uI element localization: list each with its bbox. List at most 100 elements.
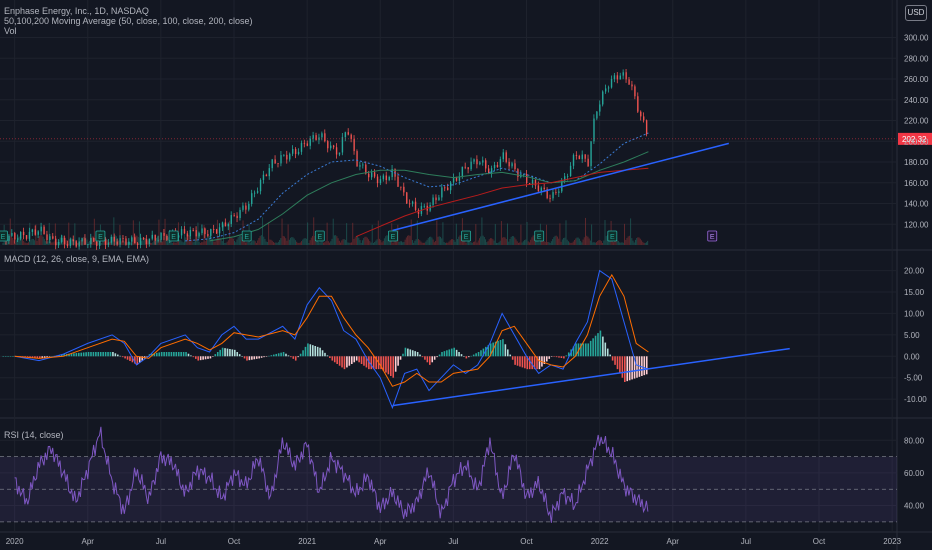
macd-histogram-bar	[509, 354, 512, 357]
price-panel[interactable]: 202.32 E E E E E E E E E E	[0, 69, 932, 250]
volume-bar	[42, 236, 44, 245]
macd-trendline[interactable]	[392, 347, 790, 407]
volume-bar	[302, 239, 304, 245]
currency-button[interactable]: USD	[905, 5, 927, 21]
volume-bar	[544, 242, 546, 245]
candle-body	[233, 215, 235, 216]
volume-bar	[570, 242, 572, 245]
macd-histogram-bar	[546, 356, 548, 362]
macd-histogram-bar	[36, 356, 39, 359]
earnings-marker[interactable]	[707, 230, 718, 242]
macd-histogram-bar	[285, 353, 287, 357]
volume-bar	[358, 237, 360, 245]
volume-bar	[411, 240, 413, 245]
candle-body	[55, 238, 57, 246]
price-trendline[interactable]	[392, 142, 730, 232]
volume-bar	[30, 239, 32, 245]
volume-bar	[444, 242, 446, 245]
volume-bar	[361, 240, 363, 245]
macd-histogram-bar	[90, 352, 92, 357]
volume-bar	[357, 236, 359, 245]
macd-title[interactable]: MACD (12, 26, close, 9, EMA, EMA)	[4, 254, 150, 264]
volume-bar	[486, 242, 488, 245]
volume-bar	[482, 235, 484, 245]
y-tick-label: 0.00	[904, 352, 920, 361]
volume-bar	[149, 242, 151, 245]
candle-body	[142, 237, 145, 240]
volume-bar	[291, 237, 293, 245]
candle-body	[581, 154, 583, 160]
volume-bar	[18, 236, 20, 245]
volume-bar	[546, 224, 547, 245]
volume-bar	[145, 238, 147, 245]
rsi-title[interactable]: RSI (14, close)	[4, 430, 64, 440]
candle-body	[277, 163, 279, 165]
candle-body	[452, 177, 455, 183]
ma-legend[interactable]: 50,100,200 Moving Average (50, close, 10…	[4, 16, 253, 26]
volume-bar	[238, 235, 240, 245]
macd-histogram-bar	[51, 356, 53, 357]
earnings-marker[interactable]	[314, 230, 325, 242]
macd-histogram-bar	[399, 356, 402, 360]
volume-bar	[121, 240, 123, 245]
x-tick-label: Apr	[82, 537, 95, 546]
macd-histogram-bar	[304, 346, 307, 357]
macd-histogram-bar	[397, 356, 399, 366]
volume-bar	[569, 242, 571, 245]
volume-bar	[343, 239, 345, 245]
volume-bar	[465, 242, 467, 245]
moving-average-line	[209, 151, 649, 242]
candle-body	[145, 239, 148, 245]
vol-legend[interactable]: Vol	[4, 26, 17, 36]
earnings-marker[interactable]	[461, 230, 471, 242]
volume-bar	[614, 240, 616, 245]
macd-histogram-bar	[429, 356, 431, 365]
macd-histogram-bar	[387, 356, 390, 375]
x-tick-label: Jul	[741, 537, 751, 546]
volume-bar	[115, 236, 117, 245]
rsi-panel[interactable]	[0, 426, 897, 523]
macd-histogram-bar	[455, 349, 458, 357]
candle-body	[236, 215, 238, 219]
earnings-marker[interactable]	[95, 230, 106, 242]
volume-bar	[429, 236, 430, 245]
earnings-marker[interactable]	[168, 230, 179, 242]
candle-body	[201, 228, 203, 234]
volume-bar	[258, 238, 260, 245]
volume-bar	[564, 237, 566, 245]
volume-bar	[604, 220, 606, 245]
candle-body	[444, 187, 446, 189]
volume-bar	[509, 238, 511, 245]
volume-bar	[285, 238, 287, 245]
candle-body	[487, 168, 490, 175]
volume-bar	[525, 239, 527, 245]
volume-bar	[191, 239, 193, 245]
earnings-marker[interactable]	[534, 230, 545, 242]
volume-bar	[15, 240, 17, 245]
macd-histogram-bar	[370, 356, 373, 370]
earnings-marker[interactable]	[388, 230, 398, 242]
symbol-title[interactable]: Enphase Energy, Inc., 1D, NASDAQ	[4, 6, 149, 16]
volume-bar	[503, 237, 505, 245]
volume-bar	[605, 236, 607, 245]
macd-histogram-bar	[41, 356, 44, 358]
volume-bar	[438, 236, 440, 245]
earnings-marker[interactable]	[241, 230, 252, 242]
macd-histogram-bar	[173, 352, 175, 357]
macd-panel[interactable]	[2, 269, 790, 410]
volume-bar	[400, 241, 402, 245]
earnings-marker[interactable]	[607, 230, 618, 242]
candle-body	[72, 239, 75, 242]
volume-bar	[567, 241, 569, 245]
volume-bar	[310, 237, 312, 245]
volume-bar	[394, 241, 396, 245]
macd-histogram-bar	[468, 356, 470, 358]
earnings-marker[interactable]	[0, 230, 8, 242]
macd-legend: MACD (12, 26, close, 9, EMA, EMA)	[4, 254, 149, 264]
volume-bar	[141, 241, 143, 245]
macd-histogram-bar	[589, 340, 592, 357]
volume-bar	[294, 240, 296, 245]
macd-histogram-bar	[46, 356, 48, 358]
